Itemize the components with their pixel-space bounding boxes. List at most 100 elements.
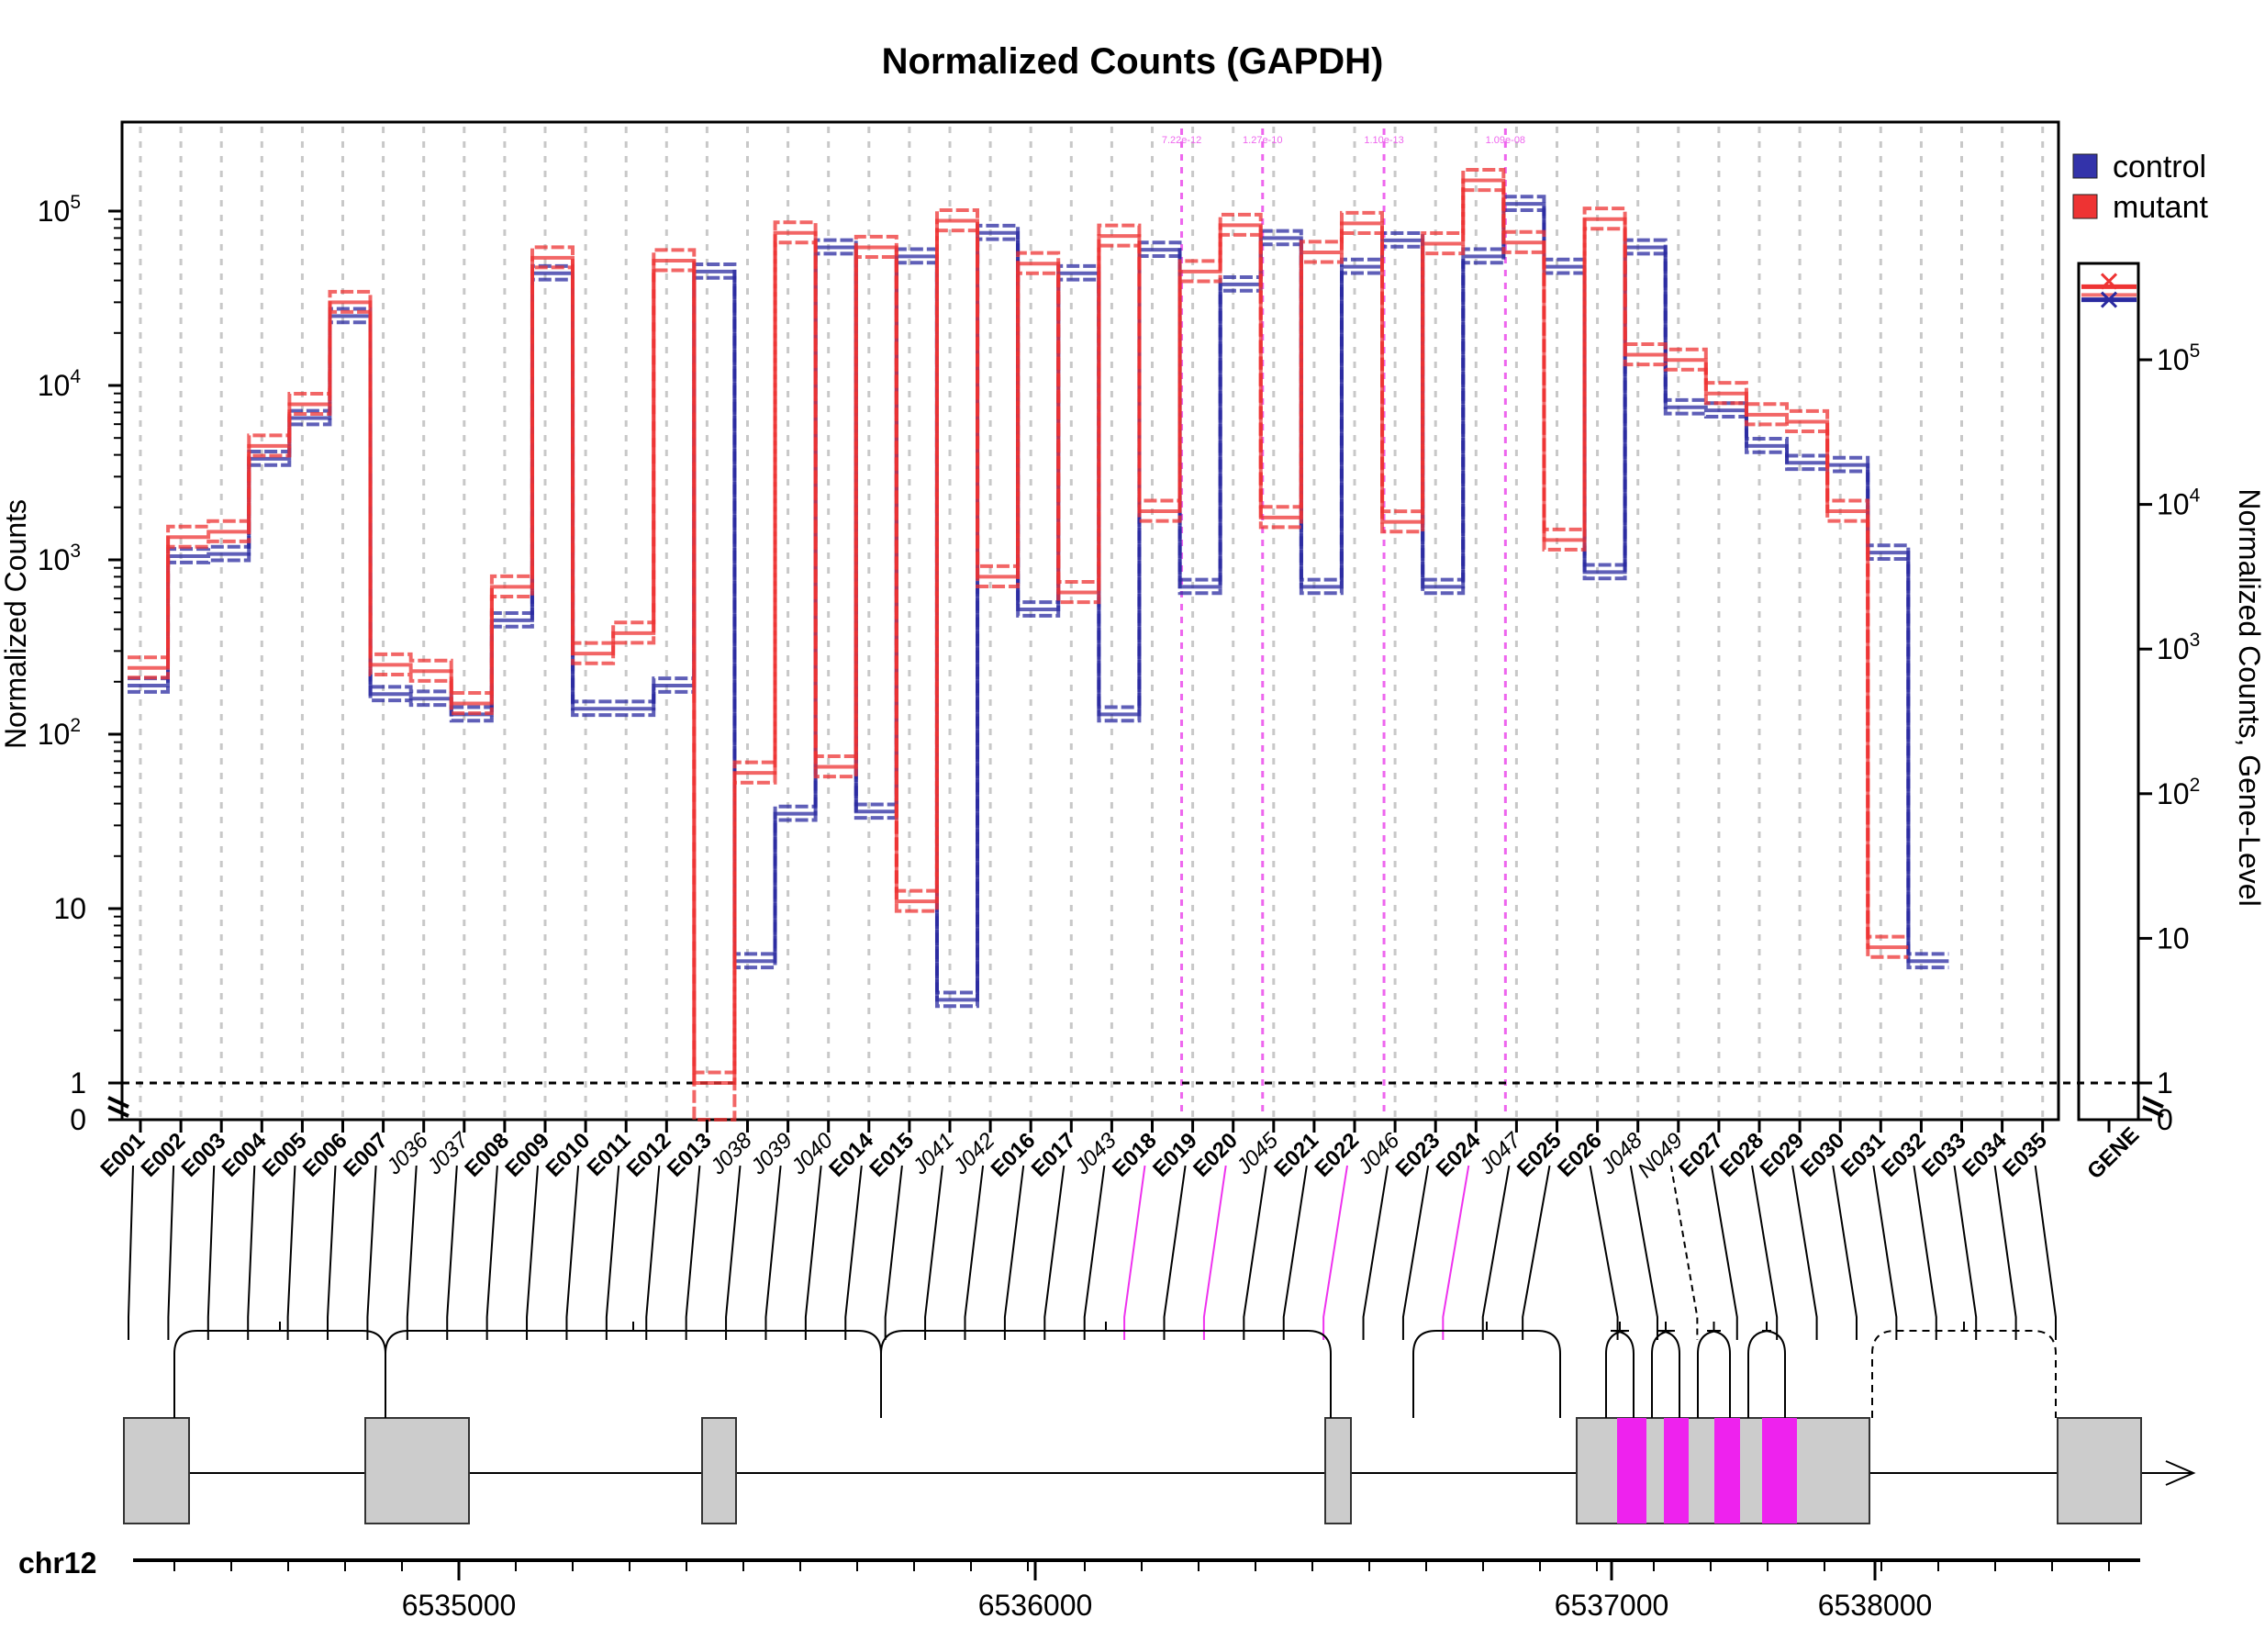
y-tick-exp-6: 5 (70, 192, 81, 213)
axis-break-left (107, 1105, 129, 1118)
connector-e018 (1123, 1165, 1146, 1340)
feature-label-j039: J039 (745, 1128, 798, 1180)
feature-label-e028: E028 (1715, 1128, 1769, 1182)
connector-e034 (1993, 1165, 2017, 1340)
y-axis-label-right: Normalized Counts, Gene-Level (2233, 488, 2265, 906)
feature-label-e006: E006 (298, 1128, 352, 1182)
feature-label-e007: E007 (339, 1128, 393, 1182)
feature-labels: E001E002E003E004E005E006E007J036J037E008… (96, 1120, 2052, 1183)
y-tick-label-1: 1 (70, 1066, 86, 1099)
feature-label-n049: N049 (1633, 1128, 1688, 1183)
y-right-tick-exp-4: 3 (2190, 630, 2201, 651)
axis-break-left (107, 1096, 129, 1109)
y-tick-label-4: 103 (38, 541, 81, 576)
significance-lines: 7.22e-12 1.27e-10 1.10e-13 1.09e-08 (1162, 128, 1525, 1118)
feature-label-j038: J038 (705, 1128, 757, 1180)
pvalue-label-e020: 1.27e-10 (1243, 135, 1282, 146)
y-right-tick-exp-6: 5 (2190, 340, 2201, 362)
connector-e023 (1401, 1165, 1430, 1340)
y-right-tick-label-1: 1 (2157, 1066, 2173, 1099)
y-tick-exp-4: 3 (70, 541, 81, 562)
pvalue-label-e018: 7.22e-12 (1162, 135, 1201, 146)
feature-label-e029: E029 (1756, 1128, 1810, 1182)
feature-label-e032: E032 (1877, 1128, 1931, 1182)
significant-exon-2 (1664, 1418, 1689, 1524)
y-right-tick-exp-5: 4 (2190, 486, 2201, 507)
connector-e010 (565, 1165, 580, 1340)
junction-arc-8 (1747, 1330, 1786, 1418)
junction-arc-4 (1412, 1330, 1561, 1418)
connector-e015 (884, 1165, 903, 1340)
connector-e002 (167, 1165, 175, 1340)
feature-label-e030: E030 (1796, 1128, 1850, 1182)
feature-label-e035: E035 (1998, 1128, 2052, 1182)
connector-e027 (1710, 1165, 1738, 1340)
y-right-tick-label-2: 10 (2157, 921, 2190, 954)
connector-j043 (1083, 1165, 1106, 1340)
connector-e024 (1442, 1165, 1470, 1340)
feature-label-e003: E003 (177, 1128, 231, 1182)
feature-label-e031: E031 (1836, 1128, 1891, 1182)
connector-j046 (1362, 1165, 1389, 1340)
y-tick-exp-5: 4 (70, 366, 81, 387)
connector-e003 (206, 1165, 216, 1340)
connector-j041 (924, 1165, 943, 1340)
feature-label-e014: E014 (824, 1128, 878, 1182)
y-right-tick-label-3: 102 (2157, 775, 2200, 810)
connector-j038 (725, 1165, 742, 1340)
exon-block-4 (1324, 1417, 1352, 1524)
feature-label-e018: E018 (1108, 1128, 1162, 1182)
connector-e007 (366, 1165, 377, 1340)
connector-j037 (446, 1165, 458, 1340)
connector-e004 (247, 1165, 256, 1340)
legend-label-control: control (2113, 150, 2206, 184)
connector-e005 (286, 1165, 296, 1340)
feature-label-e013: E013 (663, 1128, 717, 1182)
connector-e028 (1751, 1165, 1779, 1340)
genome-tick-label-2: 6537000 (1555, 1589, 1669, 1622)
legend-swatch-control (2072, 153, 2098, 179)
connector-j047 (1481, 1165, 1511, 1340)
significant-exon-4 (1762, 1418, 1797, 1524)
significant-exon-3 (1714, 1418, 1740, 1524)
chart-title: Normalized Counts (GAPDH) (882, 41, 1384, 82)
connector-e032 (1913, 1165, 1937, 1340)
junction-arc-9 (1871, 1330, 2057, 1418)
feature-label-j045: J045 (1231, 1128, 1283, 1180)
feature-label-j042: J042 (948, 1128, 1000, 1180)
feature-label-e017: E017 (1027, 1128, 1081, 1182)
junction-arc-1 (173, 1330, 386, 1418)
y-tick-label-6: 105 (38, 192, 81, 228)
exon-block-6 (2057, 1417, 2142, 1524)
feature-label-e010: E010 (541, 1128, 596, 1182)
junction-arc-6 (1651, 1330, 1680, 1418)
feature-label-e001: E001 (96, 1128, 151, 1182)
connector-e011 (605, 1165, 620, 1340)
feature-label-e027: E027 (1674, 1128, 1728, 1182)
connector-e020 (1202, 1165, 1227, 1340)
connector-j040 (804, 1165, 822, 1340)
feature-gridlines (139, 127, 2045, 1118)
y-tick-label-5: 104 (38, 366, 82, 402)
connector-e009 (526, 1165, 539, 1340)
feature-label-e009: E009 (501, 1128, 555, 1182)
feature-label-e005: E005 (258, 1128, 312, 1182)
y-right-tick-exp-3: 2 (2190, 775, 2201, 796)
y-right-tick-label-0: 0 (2157, 1103, 2173, 1136)
connector-e029 (1791, 1165, 1818, 1340)
genome-axis: 6535000 6536000 6537000 6538000 (133, 1558, 2140, 1622)
legend-label-mutant: mutant (2113, 190, 2208, 225)
series-mutant (128, 168, 1909, 1122)
series-line-control-rep3 (128, 195, 1949, 995)
feature-label-e008: E008 (460, 1128, 514, 1182)
gene-model (123, 1322, 2196, 1524)
connector-e017 (1043, 1165, 1066, 1340)
connector-e031 (1872, 1165, 1898, 1340)
exon-block-1 (123, 1417, 190, 1524)
feature-label-e034: E034 (1958, 1128, 2012, 1182)
y-tick-label-3: 102 (38, 715, 81, 751)
connector-e006 (327, 1165, 337, 1340)
feature-label-j043: J043 (1069, 1128, 1121, 1180)
feature-label-e033: E033 (1917, 1128, 1971, 1182)
